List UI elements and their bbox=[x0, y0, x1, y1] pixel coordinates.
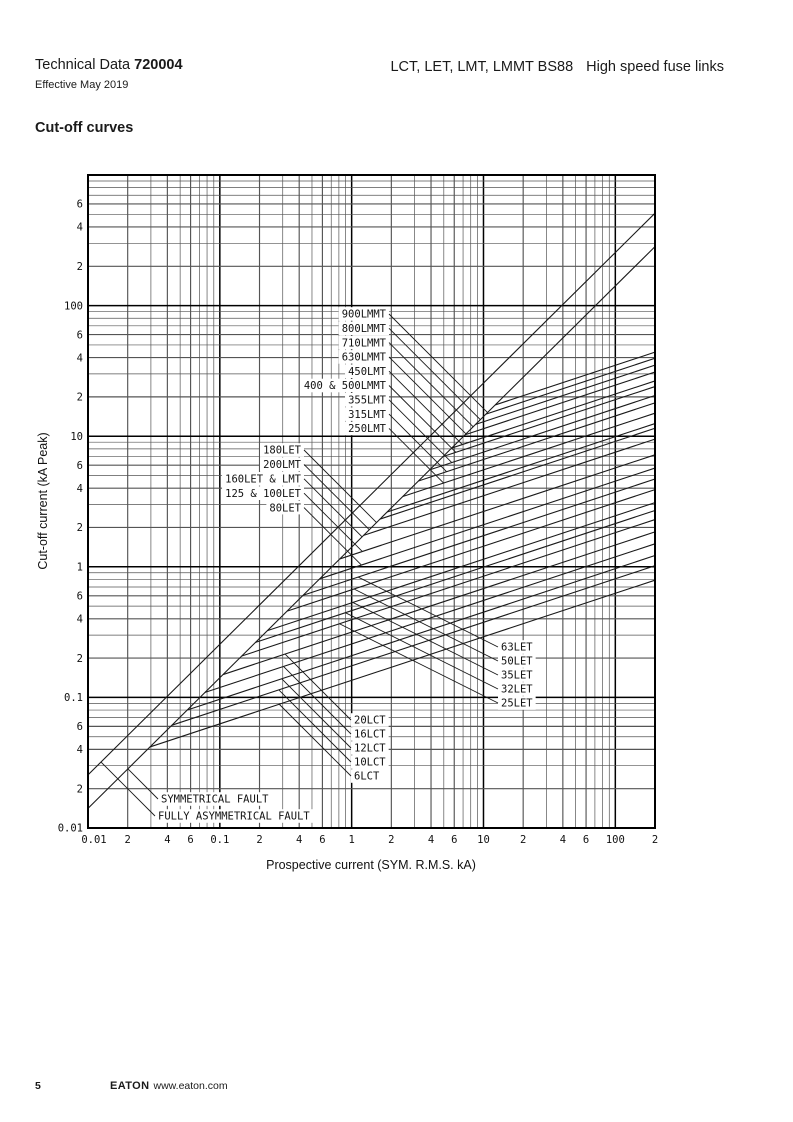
svg-text:10: 10 bbox=[477, 834, 490, 846]
svg-text:6: 6 bbox=[77, 460, 83, 472]
svg-text:4: 4 bbox=[77, 613, 83, 625]
svg-text:80LET: 80LET bbox=[269, 502, 301, 514]
svg-text:160LET & LMT: 160LET & LMT bbox=[225, 474, 302, 486]
svg-text:800LMMT: 800LMMT bbox=[342, 323, 387, 335]
axis-tick-labels: 0.01 2 4 6 0.1 2 4 6 1 2 4 6 10 2 4 6 100 2 6 4 2 100 6 4 2 10 6 4 2… bbox=[58, 199, 658, 846]
curve-labels: 900LMMT 800LMMT 710LMMT 630LMMT 450LMT 400 & … bbox=[158, 309, 533, 823]
svg-text:32LET: 32LET bbox=[501, 684, 533, 696]
product-line: LCT, LET, LMT, LMMT BS88 bbox=[390, 59, 574, 75]
svg-text:35LET: 35LET bbox=[501, 670, 533, 682]
svg-text:FULLY ASYMMETRICAL FAULT: FULLY ASYMMETRICAL FAULT bbox=[158, 811, 310, 823]
header-right: LCT, LET, LMT, LMMT BS88 High speed fuse… bbox=[390, 59, 724, 75]
x-axis-title: Prospective current (SYM. R.M.S. kA) bbox=[266, 858, 476, 872]
svg-text:6: 6 bbox=[583, 834, 589, 846]
svg-text:6: 6 bbox=[77, 329, 83, 341]
svg-text:4: 4 bbox=[77, 222, 83, 234]
svg-text:6LCT: 6LCT bbox=[354, 771, 380, 783]
svg-text:20LCT: 20LCT bbox=[354, 715, 386, 727]
doc-type: Technical Data bbox=[35, 57, 131, 73]
svg-text:450LMT: 450LMT bbox=[348, 366, 387, 378]
svg-text:1: 1 bbox=[77, 562, 83, 574]
svg-text:100: 100 bbox=[64, 300, 83, 312]
svg-text:4: 4 bbox=[77, 483, 83, 495]
chart-grid bbox=[87, 175, 656, 829]
svg-text:6: 6 bbox=[77, 199, 83, 211]
svg-text:50LET: 50LET bbox=[501, 656, 533, 668]
svg-text:0.1: 0.1 bbox=[64, 692, 83, 704]
svg-text:4: 4 bbox=[560, 834, 566, 846]
svg-text:25LET: 25LET bbox=[501, 698, 533, 710]
svg-text:2: 2 bbox=[77, 522, 83, 534]
label-masks bbox=[155, 307, 536, 823]
svg-text:SYMMETRICAL FAULT: SYMMETRICAL FAULT bbox=[161, 794, 269, 806]
svg-text:0.01: 0.01 bbox=[58, 823, 83, 835]
svg-text:2: 2 bbox=[77, 783, 83, 795]
doc-number: 720004 bbox=[134, 57, 183, 73]
svg-text:100: 100 bbox=[606, 834, 625, 846]
svg-text:16LCT: 16LCT bbox=[354, 729, 386, 741]
svg-text:2: 2 bbox=[520, 834, 526, 846]
product-subtitle: High speed fuse links bbox=[586, 59, 724, 75]
svg-text:0.01: 0.01 bbox=[81, 834, 106, 846]
svg-text:4: 4 bbox=[77, 352, 83, 364]
svg-text:4: 4 bbox=[164, 834, 170, 846]
svg-text:12LCT: 12LCT bbox=[354, 743, 386, 755]
svg-text:180LET: 180LET bbox=[263, 445, 302, 457]
brand-name: EATON bbox=[110, 1080, 150, 1092]
svg-text:2: 2 bbox=[652, 834, 658, 846]
header-left: Technical Data 720004 Effective May 2019 bbox=[35, 57, 183, 91]
svg-text:250LMT: 250LMT bbox=[348, 423, 387, 435]
svg-text:2: 2 bbox=[77, 653, 83, 665]
brand-line: EATON www.eaton.com bbox=[110, 1080, 228, 1092]
svg-text:2: 2 bbox=[256, 834, 262, 846]
svg-text:2: 2 bbox=[388, 834, 394, 846]
svg-text:4: 4 bbox=[296, 834, 302, 846]
svg-text:10: 10 bbox=[70, 431, 83, 443]
svg-text:2: 2 bbox=[125, 834, 131, 846]
svg-text:315LMT: 315LMT bbox=[348, 409, 387, 421]
svg-text:6: 6 bbox=[319, 834, 325, 846]
svg-text:10LCT: 10LCT bbox=[354, 757, 386, 769]
page-title: Cut-off curves bbox=[35, 120, 134, 136]
effective-date: Effective May 2019 bbox=[35, 79, 129, 91]
svg-text:4: 4 bbox=[428, 834, 434, 846]
svg-text:1: 1 bbox=[348, 834, 354, 846]
svg-text:63LET: 63LET bbox=[501, 642, 533, 654]
svg-text:6: 6 bbox=[77, 590, 83, 602]
doc-title: Technical Data 720004 bbox=[35, 57, 183, 73]
y-axis-title: Cut-off current (kA Peak) bbox=[36, 432, 50, 569]
svg-text:6: 6 bbox=[187, 834, 193, 846]
page-number: 5 bbox=[35, 1080, 41, 1092]
brand-url[interactable]: www.eaton.com bbox=[153, 1080, 228, 1092]
label-leader-lines bbox=[100, 313, 499, 817]
svg-text:900LMMT: 900LMMT bbox=[342, 309, 387, 321]
svg-text:630LMMT: 630LMMT bbox=[342, 352, 387, 364]
svg-text:2: 2 bbox=[77, 392, 83, 404]
svg-text:355LMT: 355LMT bbox=[348, 395, 387, 407]
svg-text:4: 4 bbox=[77, 744, 83, 756]
svg-text:6: 6 bbox=[451, 834, 457, 846]
fuse-curves bbox=[87, 212, 656, 809]
svg-text:6: 6 bbox=[77, 721, 83, 733]
svg-text:710LMMT: 710LMMT bbox=[342, 337, 387, 349]
svg-text:0.1: 0.1 bbox=[210, 834, 229, 846]
svg-text:400 & 500LMMT: 400 & 500LMMT bbox=[304, 380, 387, 392]
svg-text:200LMT: 200LMT bbox=[263, 459, 302, 471]
svg-text:2: 2 bbox=[77, 261, 83, 273]
plot-border bbox=[87, 174, 656, 829]
svg-text:125 & 100LET: 125 & 100LET bbox=[225, 488, 302, 500]
